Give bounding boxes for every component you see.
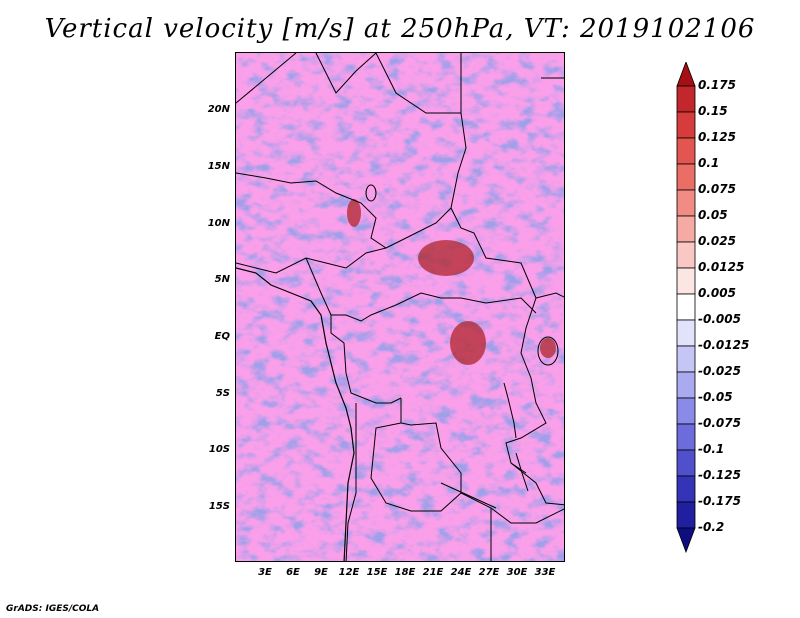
- colorbar-top-arrow: [676, 62, 696, 87]
- colorbar-label: -0.005: [698, 312, 741, 326]
- lat-label-10n: 10N: [207, 218, 230, 229]
- map-panel: [235, 52, 565, 562]
- colorbar-label: -0.125: [698, 468, 741, 482]
- colorbar-label: 0.0125: [698, 260, 745, 274]
- colorbar-swatch: [676, 501, 696, 529]
- colorbar-label: -0.175: [698, 494, 741, 508]
- lon-label-6e: 6E: [286, 567, 300, 578]
- vertical-velocity-field: [236, 53, 564, 561]
- lat-label-15s: 15S: [208, 501, 230, 512]
- colorbar-swatch: [676, 371, 696, 399]
- lon-label-15e: 15E: [366, 567, 388, 578]
- colorbar-label: -0.2: [698, 520, 725, 534]
- colorbar-swatch: [676, 475, 696, 503]
- colorbar-swatch: [676, 267, 696, 295]
- colorbar-label: -0.1: [698, 442, 725, 456]
- lon-label-12e: 12E: [338, 567, 360, 578]
- lat-label-5s: 5S: [215, 388, 230, 399]
- colorbar-label: 0.025: [698, 234, 736, 248]
- country-borders: [236, 53, 564, 561]
- colorbar-label: -0.05: [698, 390, 733, 404]
- colorbar-label: 0.1: [698, 156, 720, 170]
- colorbar-label: 0.075: [698, 182, 736, 196]
- colorbar-label: 0.15: [698, 104, 728, 118]
- lat-label-15n: 15N: [207, 161, 230, 172]
- colorbar-label: 0.125: [698, 130, 736, 144]
- lon-label-21e: 21E: [422, 567, 444, 578]
- colorbar-swatch: [676, 345, 696, 373]
- colorbar-swatch: [676, 215, 696, 243]
- colorbar-label: -0.0125: [698, 338, 750, 352]
- lon-label-33e: 33E: [534, 567, 556, 578]
- colorbar-swatch: [676, 241, 696, 269]
- lat-label-eq: EQ: [214, 331, 230, 342]
- lon-label-24e: 24E: [450, 567, 472, 578]
- map-title: Vertical velocity [m/s] at 250hPa, VT: 2…: [44, 14, 756, 44]
- velocity-shading: [236, 53, 564, 561]
- lat-label-5n: 5N: [214, 274, 230, 285]
- colorbar-swatch: [676, 189, 696, 217]
- colorbar-bottom-arrow: [676, 527, 696, 554]
- lon-label-18e: 18E: [394, 567, 416, 578]
- lon-label-3e: 3E: [258, 567, 272, 578]
- colorbar-swatch: [676, 319, 696, 347]
- colorbar-swatch: [676, 111, 696, 139]
- colorbar-swatch: [676, 449, 696, 477]
- lon-label-9e: 9E: [314, 567, 328, 578]
- colorbar-swatch: [676, 397, 696, 425]
- coastline: [236, 267, 355, 561]
- colorbar-label: -0.075: [698, 416, 741, 430]
- colorbar-label: 0.175: [698, 78, 736, 92]
- colorbar-swatch: [676, 163, 696, 191]
- colorbar-swatch: [676, 293, 696, 321]
- lakes: [365, 184, 559, 492]
- lon-label-27e: 27E: [478, 567, 500, 578]
- colorbar-label: 0.05: [698, 208, 728, 222]
- strong-ascent-areas: [347, 199, 556, 365]
- colorbar-swatch: [676, 85, 696, 113]
- colorbar: [676, 62, 696, 554]
- colorbar-swatch: [676, 423, 696, 451]
- colorbar-label: 0.005: [698, 286, 736, 300]
- lat-label-10s: 10S: [208, 444, 230, 455]
- lon-label-30e: 30E: [506, 567, 528, 578]
- colorbar-label: -0.025: [698, 364, 741, 378]
- grads-credit: GrADS: IGES/COLA: [6, 604, 100, 614]
- colorbar-swatch: [676, 137, 696, 165]
- lat-label-20n: 20N: [207, 104, 230, 115]
